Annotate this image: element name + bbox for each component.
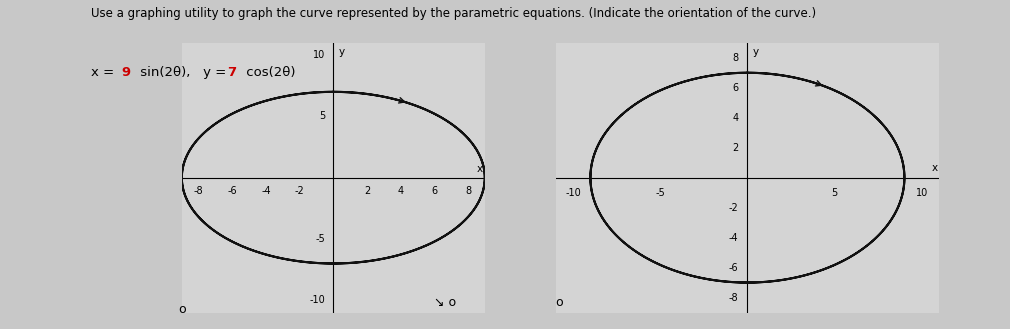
- Text: 8: 8: [732, 53, 738, 63]
- Text: 5: 5: [831, 188, 837, 198]
- Text: sin(2θ),   y =: sin(2θ), y =: [136, 66, 231, 79]
- Text: -10: -10: [309, 295, 325, 305]
- Text: -4: -4: [262, 187, 271, 196]
- Text: x =: x =: [91, 66, 118, 79]
- Text: o: o: [178, 303, 186, 316]
- Text: -4: -4: [728, 233, 738, 242]
- Text: y: y: [752, 47, 759, 57]
- Text: -2: -2: [295, 187, 304, 196]
- Text: -2: -2: [728, 203, 738, 213]
- Text: -6: -6: [227, 187, 237, 196]
- Text: 6: 6: [431, 187, 437, 196]
- Text: 9: 9: [121, 66, 130, 79]
- Text: 6: 6: [732, 83, 738, 93]
- Text: -5: -5: [655, 188, 665, 198]
- Text: -8: -8: [194, 187, 203, 196]
- Text: cos(2θ): cos(2θ): [242, 66, 296, 79]
- Text: 2: 2: [364, 187, 370, 196]
- Text: -10: -10: [565, 188, 581, 198]
- Text: 4: 4: [732, 113, 738, 123]
- Text: 10: 10: [313, 50, 325, 60]
- Text: x: x: [931, 163, 937, 173]
- Text: x: x: [477, 164, 483, 174]
- Text: o: o: [556, 296, 564, 309]
- Text: 7: 7: [227, 66, 236, 79]
- Text: 4: 4: [398, 187, 404, 196]
- Text: 5: 5: [319, 111, 325, 121]
- Text: y: y: [338, 47, 344, 57]
- Text: -5: -5: [315, 234, 325, 244]
- Text: 2: 2: [732, 143, 738, 153]
- Text: 10: 10: [916, 188, 928, 198]
- Text: 8: 8: [465, 187, 471, 196]
- Text: ↘ o: ↘ o: [434, 296, 457, 309]
- Text: -8: -8: [728, 292, 738, 303]
- Text: -6: -6: [728, 263, 738, 273]
- Text: Use a graphing utility to graph the curve represented by the parametric equation: Use a graphing utility to graph the curv…: [91, 7, 816, 20]
